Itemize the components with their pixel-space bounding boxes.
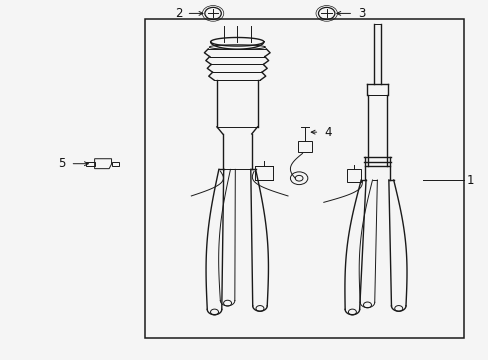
Text: 1: 1 [466,174,473,186]
Text: 4: 4 [324,126,331,139]
Text: 5: 5 [58,157,65,170]
Text: 2: 2 [175,7,182,20]
Text: 3: 3 [357,7,365,20]
